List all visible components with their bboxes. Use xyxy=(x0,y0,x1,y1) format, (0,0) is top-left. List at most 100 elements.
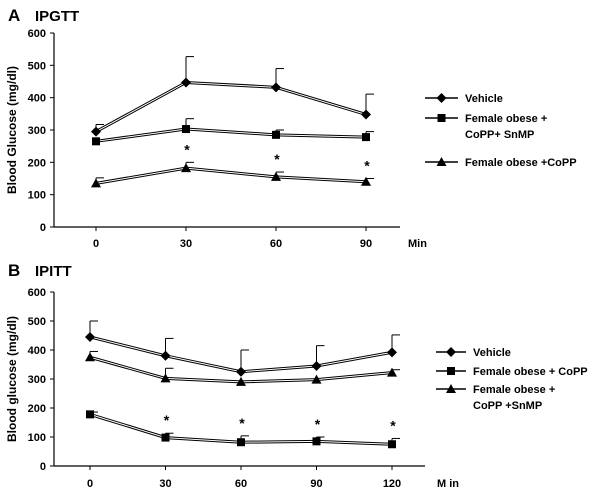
data-point xyxy=(361,176,371,186)
data-point xyxy=(388,440,396,449)
series-1 xyxy=(86,410,400,449)
y-tick-label: 500 xyxy=(28,316,46,328)
legend-marker xyxy=(446,347,456,357)
legend-label: CoPP +SnMP xyxy=(473,400,542,412)
data-point xyxy=(182,125,190,134)
y-tick-label: 400 xyxy=(28,93,46,105)
legend-entry-0: Vehicle xyxy=(425,93,503,105)
y-tick-label: 500 xyxy=(28,60,46,72)
data-point xyxy=(271,82,281,93)
x-tick-label: 90 xyxy=(310,478,322,490)
y-tick-label: 0 xyxy=(40,222,46,234)
x-tick-label: 120 xyxy=(383,478,401,490)
legend-label: Vehicle xyxy=(465,93,503,105)
legend-marker xyxy=(436,157,447,166)
x-tick-label: 30 xyxy=(180,238,192,250)
legend-label: Female obese + xyxy=(473,384,555,396)
significance-star: * xyxy=(274,151,280,167)
data-point xyxy=(387,347,397,358)
data-point xyxy=(387,367,397,377)
data-point xyxy=(181,163,191,173)
y-axis-label: Blood glucose (mg/dl) xyxy=(5,316,19,442)
y-tick-label: 600 xyxy=(28,28,46,40)
series-2 xyxy=(85,350,400,386)
x-unit-label: M in xyxy=(437,478,459,490)
data-point xyxy=(236,366,246,377)
panel-title: IPGTT xyxy=(35,8,79,25)
legend-marker xyxy=(446,384,456,393)
y-tick-label: 200 xyxy=(28,157,46,169)
y-tick-label: 600 xyxy=(28,287,46,299)
significance-star: * xyxy=(364,158,370,174)
data-point xyxy=(86,410,94,419)
panel-title: IPITT xyxy=(35,263,72,280)
x-tick-label: 60 xyxy=(270,238,282,250)
series-2 xyxy=(91,161,374,188)
x-unit-label: Min xyxy=(408,238,427,250)
significance-star: * xyxy=(184,141,190,157)
data-point xyxy=(236,376,246,386)
data-point xyxy=(237,438,245,447)
data-point xyxy=(91,178,101,188)
significance-star: * xyxy=(239,415,245,431)
data-point xyxy=(91,126,101,137)
y-tick-label: 300 xyxy=(28,374,46,386)
panel-letter: B xyxy=(8,261,20,280)
data-point xyxy=(271,171,281,181)
series-line-inner xyxy=(95,167,367,184)
y-tick-label: 100 xyxy=(28,432,46,444)
x-tick-label: 30 xyxy=(159,478,171,490)
legend-entry-1: Female obese + CoPP+ SnMP xyxy=(425,113,547,141)
data-point xyxy=(92,137,100,146)
legend-entry-2: Female obese +CoPP xyxy=(425,157,577,169)
data-point xyxy=(362,133,370,142)
y-axis-label: Blood Glucose (mg/dl) xyxy=(5,66,19,194)
series-line xyxy=(95,166,367,185)
legend-entry-0: Vehicle xyxy=(436,347,511,359)
data-point xyxy=(85,331,95,342)
data-point xyxy=(160,350,171,361)
y-tick-label: 200 xyxy=(28,403,46,415)
legend-entry-1: Female obese + CoPP xyxy=(436,366,588,378)
data-point xyxy=(161,433,170,442)
x-tick-label: 0 xyxy=(87,478,93,490)
legend-marker xyxy=(436,93,447,103)
data-point xyxy=(85,352,95,362)
significance-star: * xyxy=(164,412,170,428)
x-tick-label: 60 xyxy=(235,478,247,490)
panel-letter: A xyxy=(8,6,20,25)
series-line xyxy=(95,80,367,133)
series-line xyxy=(95,127,367,143)
legend-label: Vehicle xyxy=(473,347,511,359)
x-tick-label: 0 xyxy=(93,238,99,250)
significance-star: * xyxy=(315,416,321,432)
legend-marker xyxy=(447,367,455,375)
data-point xyxy=(361,109,371,120)
data-point xyxy=(311,360,322,371)
significance-star: * xyxy=(390,417,396,433)
legend-entry-2: Female obese + CoPP +SnMP xyxy=(436,384,555,412)
y-tick-label: 300 xyxy=(28,125,46,137)
series-line-inner xyxy=(95,128,367,142)
legend-label: Female obese + xyxy=(465,113,547,125)
data-point xyxy=(160,373,171,383)
data-point xyxy=(272,130,280,139)
legend-label: CoPP+ SnMP xyxy=(465,129,534,141)
data-point xyxy=(181,77,191,88)
legend-marker xyxy=(437,114,446,122)
panel-a: A IPGTT 0 100 200 300 400 500 600 0 30 60 90 Min Blood… xyxy=(5,6,577,250)
data-point xyxy=(312,437,321,446)
series-line-inner xyxy=(95,81,367,133)
y-tick-label: 0 xyxy=(40,461,46,473)
panel-b: B IPITT 0 100 200 300 400 500 600 0 30 60 90 120 M in B… xyxy=(5,261,588,490)
x-tick-label: 90 xyxy=(360,238,372,250)
legend-label: Female obese +CoPP xyxy=(465,157,577,169)
y-tick-label: 400 xyxy=(28,345,46,357)
data-point xyxy=(311,374,322,384)
legend: Vehicle Female obese + CoPP Female obese +… xyxy=(436,347,588,412)
series-0 xyxy=(91,56,374,137)
series-0 xyxy=(85,320,400,377)
series-1 xyxy=(92,118,374,146)
